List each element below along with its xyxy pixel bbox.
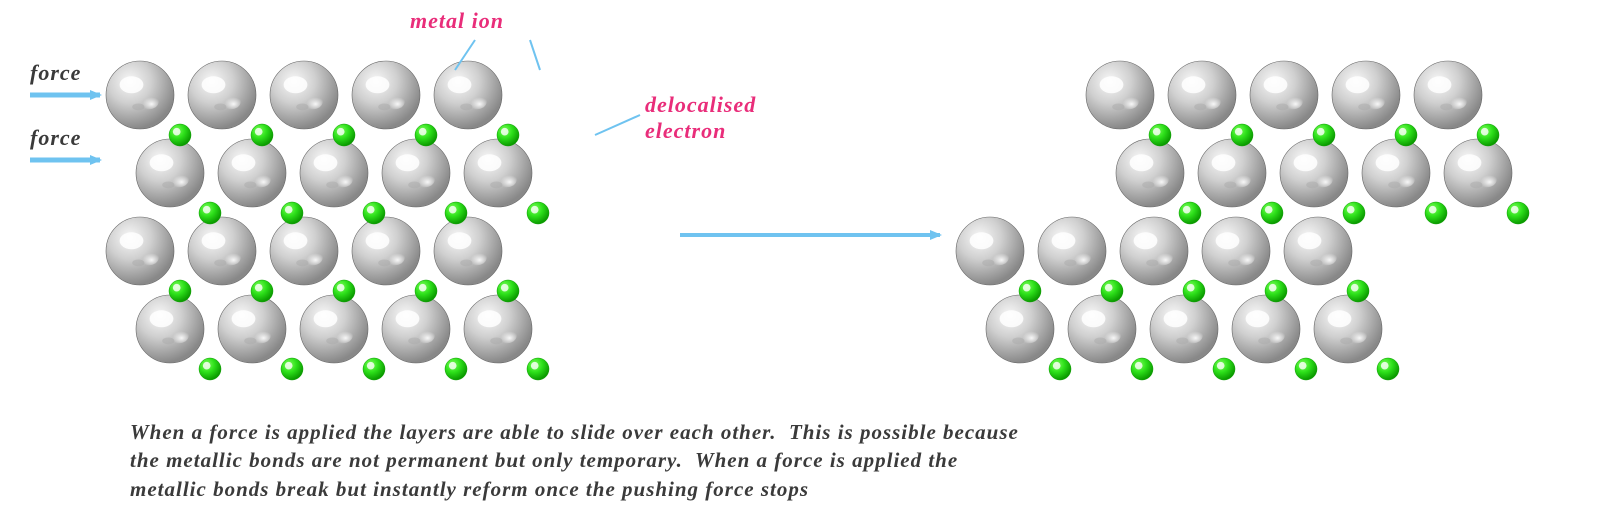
electron	[415, 124, 437, 146]
electron	[1131, 358, 1153, 380]
electron	[1395, 124, 1417, 146]
metal-ion	[1250, 61, 1318, 129]
callout-line	[530, 40, 540, 70]
electron	[1313, 124, 1335, 146]
electron	[281, 358, 303, 380]
electron	[1261, 202, 1283, 224]
electron	[199, 202, 221, 224]
delocalised-label-line1: delocalised	[645, 92, 756, 118]
metal-ion	[1284, 217, 1352, 285]
electron	[1343, 202, 1365, 224]
metal-ion	[956, 217, 1024, 285]
metal-ion	[986, 295, 1054, 363]
metal-ion	[270, 217, 338, 285]
electron	[1049, 358, 1071, 380]
metal-ion	[1280, 139, 1348, 207]
metal-ion	[352, 217, 420, 285]
metal-ion	[352, 61, 420, 129]
electron	[1265, 280, 1287, 302]
metal-ion	[1068, 295, 1136, 363]
metal-ion	[1150, 295, 1218, 363]
electron	[1377, 358, 1399, 380]
electron	[1507, 202, 1529, 224]
electron	[497, 280, 519, 302]
force-label-1: force	[30, 60, 81, 86]
metal-ion	[1116, 139, 1184, 207]
electron	[363, 358, 385, 380]
metal-ion	[1314, 295, 1382, 363]
metal-ion	[1168, 61, 1236, 129]
electron	[527, 202, 549, 224]
electron	[169, 124, 191, 146]
electron	[169, 280, 191, 302]
metal-ion	[1120, 217, 1188, 285]
electron	[363, 202, 385, 224]
metal-ion	[1202, 217, 1270, 285]
electron	[445, 358, 467, 380]
electron	[1149, 124, 1171, 146]
metal-ion	[1332, 61, 1400, 129]
electron	[333, 280, 355, 302]
metal-ion	[218, 295, 286, 363]
metal-ion	[300, 295, 368, 363]
delocalised-label-line2: electron	[645, 118, 726, 144]
metal-ion	[1362, 139, 1430, 207]
metal-ion	[434, 61, 502, 129]
metal-ion	[1038, 217, 1106, 285]
electron	[333, 124, 355, 146]
electron	[251, 124, 273, 146]
force-label-2: force	[30, 125, 81, 151]
electron	[445, 202, 467, 224]
electron	[1183, 280, 1205, 302]
electron	[497, 124, 519, 146]
metal-ion	[434, 217, 502, 285]
metal-ion	[1414, 61, 1482, 129]
metal-ion	[1086, 61, 1154, 129]
metal-ion	[188, 217, 256, 285]
metal-ion	[136, 139, 204, 207]
callout-line	[595, 115, 640, 135]
metal-ion	[106, 61, 174, 129]
electron	[281, 202, 303, 224]
electron	[415, 280, 437, 302]
metal-ion	[136, 295, 204, 363]
metal-ion	[1198, 139, 1266, 207]
electron	[527, 358, 549, 380]
electron	[1179, 202, 1201, 224]
electron	[1231, 124, 1253, 146]
metal-ion	[300, 139, 368, 207]
electron	[1101, 280, 1123, 302]
metal-ion	[1232, 295, 1300, 363]
metal-ion	[1444, 139, 1512, 207]
metal-ion-label: metal ion	[410, 8, 504, 34]
caption-text: When a force is applied the layers are a…	[130, 418, 1019, 503]
electron	[1295, 358, 1317, 380]
electron	[251, 280, 273, 302]
metal-ion	[218, 139, 286, 207]
metal-ion	[464, 139, 532, 207]
metal-ion	[106, 217, 174, 285]
electron	[1477, 124, 1499, 146]
metal-ion	[270, 61, 338, 129]
electron	[1347, 280, 1369, 302]
metal-ion	[188, 61, 256, 129]
metal-ion	[382, 139, 450, 207]
electron	[1019, 280, 1041, 302]
electron	[199, 358, 221, 380]
metal-ion	[464, 295, 532, 363]
metal-ion	[382, 295, 450, 363]
electron	[1213, 358, 1235, 380]
electron	[1425, 202, 1447, 224]
